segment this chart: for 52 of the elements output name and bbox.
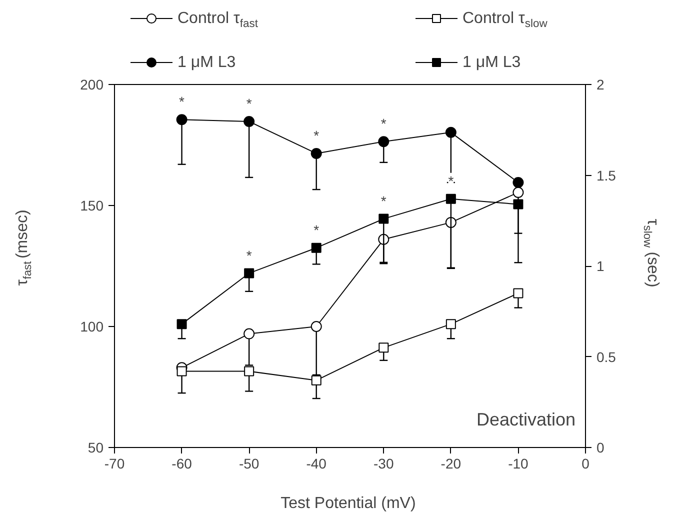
x-tick-label: -50 [238,456,260,472]
x-tick-label: -10 [508,456,529,472]
y-tick-label: 100 [80,318,104,334]
x-tick-label: -20 [440,456,462,472]
point [310,148,322,159]
annotation: * [314,222,320,238]
annotation: * [380,192,387,209]
x-tick-label: 0 [582,456,590,472]
annotation: * [179,94,186,110]
point [311,375,322,386]
legend-label: 1 μM L3 [178,54,236,71]
point [445,126,456,138]
x-tick-label: -70 [104,456,125,472]
point [513,288,524,298]
x-tick-label: -40 [306,456,327,472]
point [446,319,456,330]
point [310,321,322,332]
y-tick-label: 50 [88,440,104,456]
point [176,319,187,330]
point [244,116,255,128]
point [446,194,456,204]
point [512,186,524,198]
annotation: Deactivation [476,410,576,430]
point [244,268,254,278]
y2-tick-label: 1.5 [596,167,616,184]
legend-label: 1 μM L3 [462,54,521,71]
y2-axis-title: τslow (sec) [640,218,661,288]
x-tick-label: -60 [172,456,192,472]
annotation: * [314,127,320,144]
y-tick-label: 150 [80,198,104,214]
annotation: * [246,247,252,264]
point [378,214,389,224]
y-axis-title: τfast (msec) [14,210,34,286]
point [512,177,524,188]
x-axis-title: Test Potential (mV) [280,495,416,512]
annotation: * [448,172,454,189]
y2-tick-label: 0 [596,440,604,456]
point [176,114,188,126]
y2-tick-label: 1 [596,258,604,274]
y-tick-label: 200 [80,76,104,92]
y2-tick-label: 2 [596,76,604,92]
y2-tick-label: 0.5 [596,348,616,365]
annotation: * [246,96,252,112]
x-tick-label: -30 [374,456,394,472]
point [244,328,255,340]
point [378,342,389,353]
point [311,242,322,253]
point [378,136,390,148]
annotation: * [380,116,387,132]
point [513,199,524,210]
point [244,366,254,376]
point [176,366,187,376]
